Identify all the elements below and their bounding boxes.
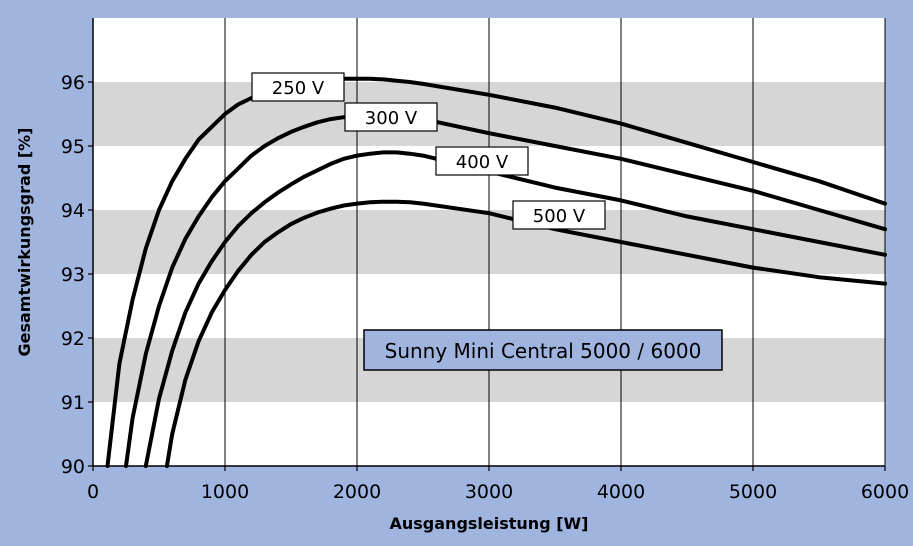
y-tick-label: 96	[61, 72, 85, 94]
series-label: 500 V	[533, 206, 586, 227]
y-tick-label: 95	[61, 136, 85, 158]
x-tick-label: 5000	[729, 481, 777, 503]
series-line-400v	[143, 150, 887, 468]
y-tick-label: 92	[61, 328, 85, 350]
x-tick-label: 6000	[861, 481, 909, 503]
x-tick-label: 2000	[333, 481, 381, 503]
series-line-300v	[124, 113, 887, 468]
y-tick-label: 90	[61, 456, 85, 478]
x-axis-label: Ausgangsleistung [W]	[390, 514, 589, 533]
x-tick-label: 1000	[201, 481, 249, 503]
series-label-box	[512, 200, 606, 230]
series-line-500v	[164, 199, 887, 468]
annotation-box	[363, 329, 723, 371]
series-label-box	[344, 102, 438, 132]
series-label: 400 V	[456, 152, 509, 173]
y-tick-label: 93	[61, 264, 85, 286]
series-label-box	[251, 72, 345, 102]
annotation-text: Sunny Mini Central 5000 / 6000	[385, 339, 702, 363]
x-tick-label: 0	[87, 481, 99, 503]
x-tick-label: 3000	[465, 481, 513, 503]
series-label: 300 V	[365, 108, 418, 129]
y-axis-label: Gesamtwirkungsgrad [%]	[15, 128, 34, 357]
series-label-box	[435, 146, 529, 176]
x-tick-label: 4000	[597, 481, 645, 503]
y-tick-label: 94	[61, 200, 85, 222]
y-tick-label: 91	[61, 392, 85, 414]
series-label: 250 V	[272, 78, 325, 99]
